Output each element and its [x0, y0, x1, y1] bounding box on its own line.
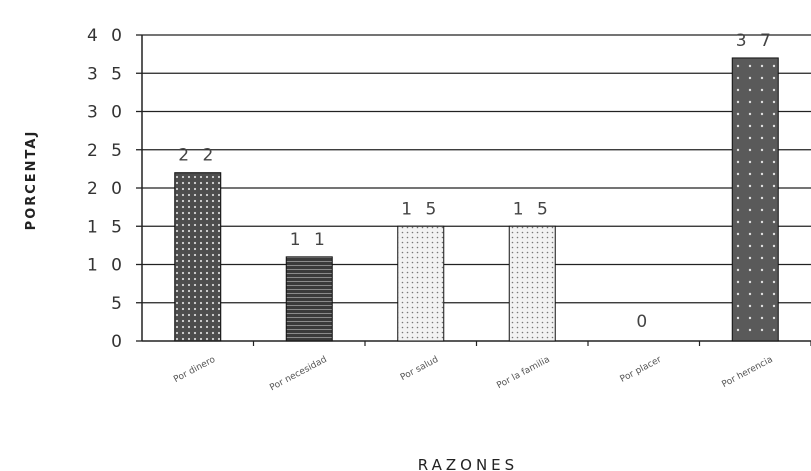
data-label: 3 7 [736, 31, 775, 51]
category-label: Por la familia [495, 355, 551, 391]
y-tick-labels: 0 5 1 0 1 5 2 0 2 5 3 0 3 5 4 0 [87, 26, 126, 352]
y-tick-label: 1 5 [87, 217, 126, 237]
bar [397, 225, 445, 342]
y-axis-title: PORCENTAJ [24, 130, 39, 231]
data-label: 1 1 [290, 230, 329, 250]
y-tick-label: 3 0 [87, 103, 126, 123]
y-tick-label: 5 [111, 294, 126, 314]
y-tick-label: 2 0 [87, 179, 126, 199]
y-tick-label: 3 5 [87, 64, 126, 84]
category-label: Por placer [619, 355, 664, 385]
bar [731, 57, 779, 342]
data-label: 1 5 [401, 199, 440, 219]
data-label: 2 2 [178, 146, 217, 166]
bars [174, 57, 779, 342]
y-tick-label: 0 [111, 332, 126, 352]
y-tick-label: 2 5 [87, 141, 126, 161]
category-label: Por herencia [720, 355, 774, 390]
category-label: Por dinero [172, 355, 217, 385]
y-tick-label: 1 0 [87, 256, 126, 276]
category-label: Por necesidad [268, 355, 328, 393]
data-label: 0 [636, 312, 651, 332]
value-labels: 2 2 1 1 1 5 1 5 0 3 7 [178, 31, 775, 332]
bar [285, 256, 333, 342]
bar [174, 172, 222, 342]
data-label: 1 5 [513, 199, 552, 219]
x-axis-title: RAZONES [418, 456, 518, 471]
bar [508, 225, 556, 342]
category-label: Por salud [399, 355, 440, 383]
gridlines [142, 34, 811, 304]
y-tick-label: 4 0 [87, 26, 126, 46]
axes [136, 34, 811, 346]
category-labels: Por dinero Por necesidad Por salud Por la f… [172, 355, 774, 394]
